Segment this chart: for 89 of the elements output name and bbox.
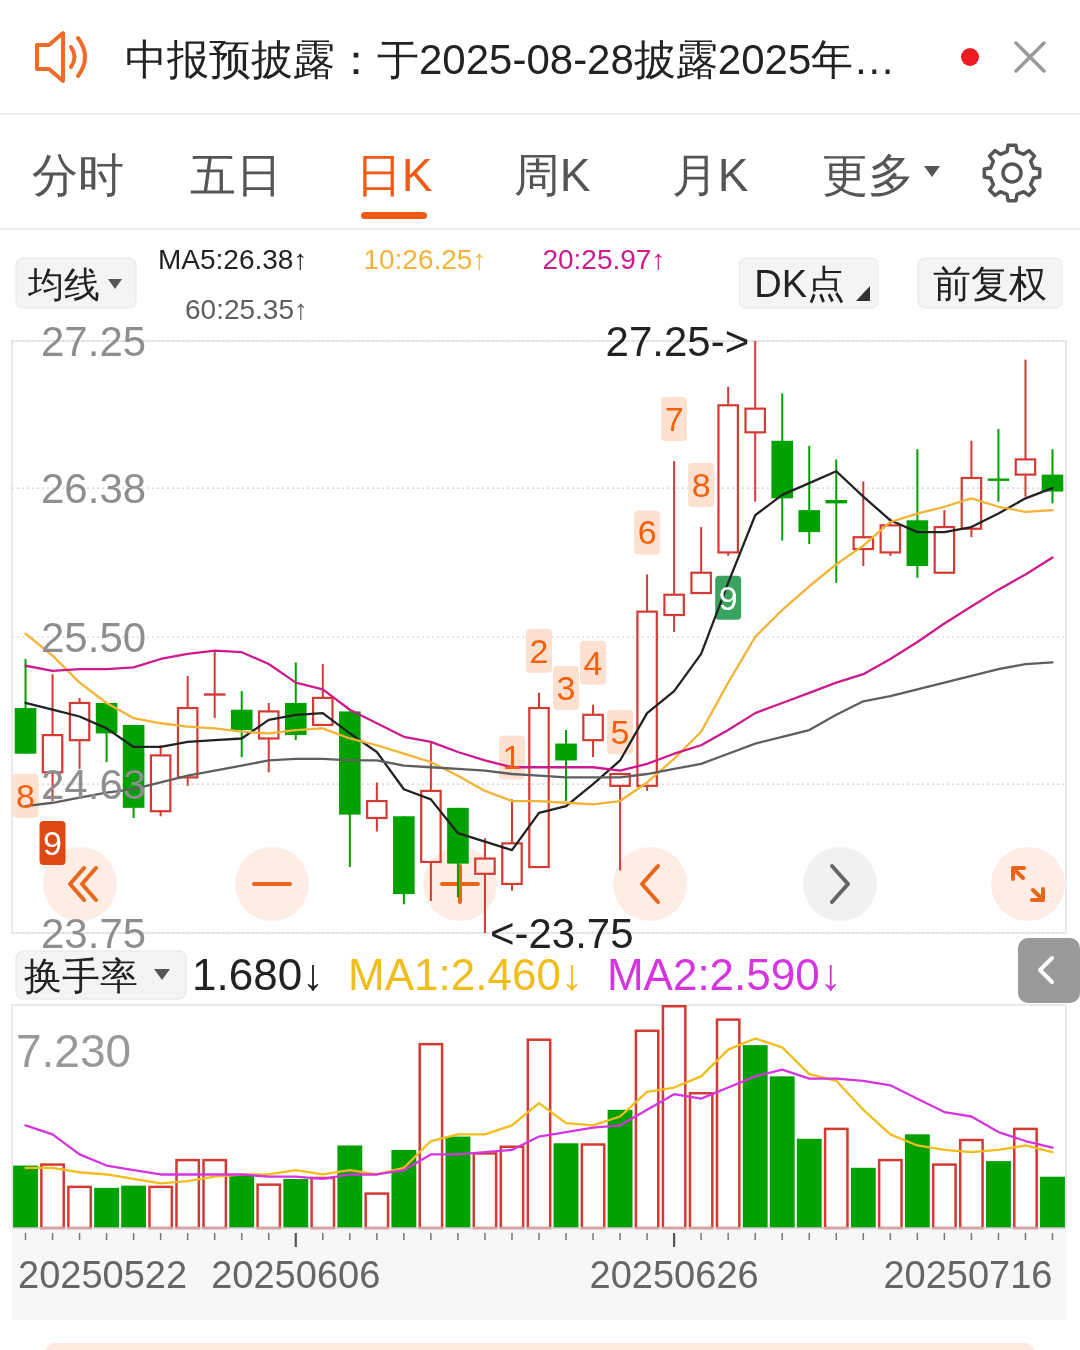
bar <box>796 1138 822 1228</box>
candlestick <box>986 427 1011 503</box>
candlestick <box>555 729 577 803</box>
text: 中报预披露：于2025-08-28披露2025年… <box>125 36 896 83</box>
candlestick <box>202 649 227 720</box>
text: 20:25.97↑ <box>542 244 666 275</box>
y-tick-label: 25.50 <box>41 614 147 662</box>
annotation: 9 <box>43 824 62 863</box>
text: 前复权 <box>933 263 1047 305</box>
bar <box>256 1183 282 1230</box>
bar <box>958 1138 984 1230</box>
bar <box>310 1176 336 1230</box>
bar <box>445 1136 471 1228</box>
bar <box>607 1109 633 1228</box>
annotation: 7.230 <box>16 1025 132 1077</box>
bar <box>418 1042 444 1230</box>
bar <box>661 1005 687 1230</box>
bar <box>148 1185 174 1230</box>
candlestick <box>230 690 253 759</box>
bar <box>391 1149 417 1228</box>
text: 月K <box>671 149 749 201</box>
text: 60:25.35↑ <box>185 294 308 325</box>
bar <box>769 1076 795 1228</box>
bar <box>121 1185 147 1228</box>
text: 周K <box>513 149 591 201</box>
bar <box>634 1029 660 1230</box>
candlestick <box>420 740 442 902</box>
candlestick <box>798 444 821 545</box>
text: 分时 <box>32 149 124 201</box>
bar <box>364 1192 390 1230</box>
annotation: 4 <box>583 643 603 682</box>
candlestick <box>825 458 848 584</box>
candlestick <box>663 460 685 633</box>
candlestick <box>852 480 875 567</box>
text: 20250716 <box>883 1254 1053 1296</box>
annotation: 3 <box>556 669 576 708</box>
bar <box>931 1163 957 1230</box>
x-tick-label: 20250606 <box>211 1254 381 1296</box>
text: 日K <box>355 149 433 201</box>
y-tick-label: 27.25 <box>41 318 147 366</box>
bar <box>553 1143 579 1228</box>
text: DK点 <box>754 263 845 305</box>
text: 10:26.25↑ <box>363 244 487 275</box>
bar <box>742 1045 768 1228</box>
annotation: 27.25-> <box>605 318 750 366</box>
annotation: 5 <box>610 713 630 752</box>
bar <box>526 1038 552 1230</box>
y-tick-label: 23.75 <box>41 910 147 958</box>
bar <box>229 1174 255 1228</box>
bar <box>283 1178 309 1228</box>
bar <box>1040 1176 1065 1228</box>
text: 更多 <box>822 149 914 201</box>
bar <box>904 1134 930 1228</box>
candlestick <box>176 674 199 787</box>
bar <box>175 1158 201 1230</box>
legend-title: 均线 <box>27 264 100 305</box>
bar <box>337 1145 363 1228</box>
text: MA5:26.38↑ <box>158 244 308 275</box>
text: 五日 <box>190 149 282 201</box>
bar <box>67 1185 92 1230</box>
bar <box>580 1143 606 1230</box>
candlestick <box>1041 448 1064 505</box>
bar <box>40 1163 65 1230</box>
bar <box>472 1152 498 1230</box>
bar <box>13 1165 38 1228</box>
bar <box>715 1018 741 1230</box>
x-tick-label: 20250626 <box>589 1254 759 1296</box>
bar <box>823 1127 849 1230</box>
annotation: 8 <box>16 776 35 815</box>
text: 20250522 <box>18 1254 188 1296</box>
bar <box>688 1091 714 1230</box>
bar <box>850 1167 876 1228</box>
bar <box>1013 1127 1038 1230</box>
candlestick <box>582 703 604 759</box>
candlestick <box>1014 358 1037 498</box>
bar <box>202 1158 228 1230</box>
bar <box>94 1187 120 1228</box>
annotation: 7 <box>664 400 684 439</box>
annotation: 8 <box>691 466 711 505</box>
chart-title: 换手率 <box>24 955 138 997</box>
annotation: 2 <box>529 631 549 670</box>
text: 1.680↓ <box>192 950 325 999</box>
annotation: 9 <box>718 578 738 617</box>
bar <box>877 1158 903 1230</box>
annotation: 6 <box>637 513 657 552</box>
candlestick <box>366 781 388 833</box>
y-tick-label: 26.38 <box>41 465 147 513</box>
bar <box>499 1145 525 1230</box>
bar <box>986 1161 1011 1228</box>
